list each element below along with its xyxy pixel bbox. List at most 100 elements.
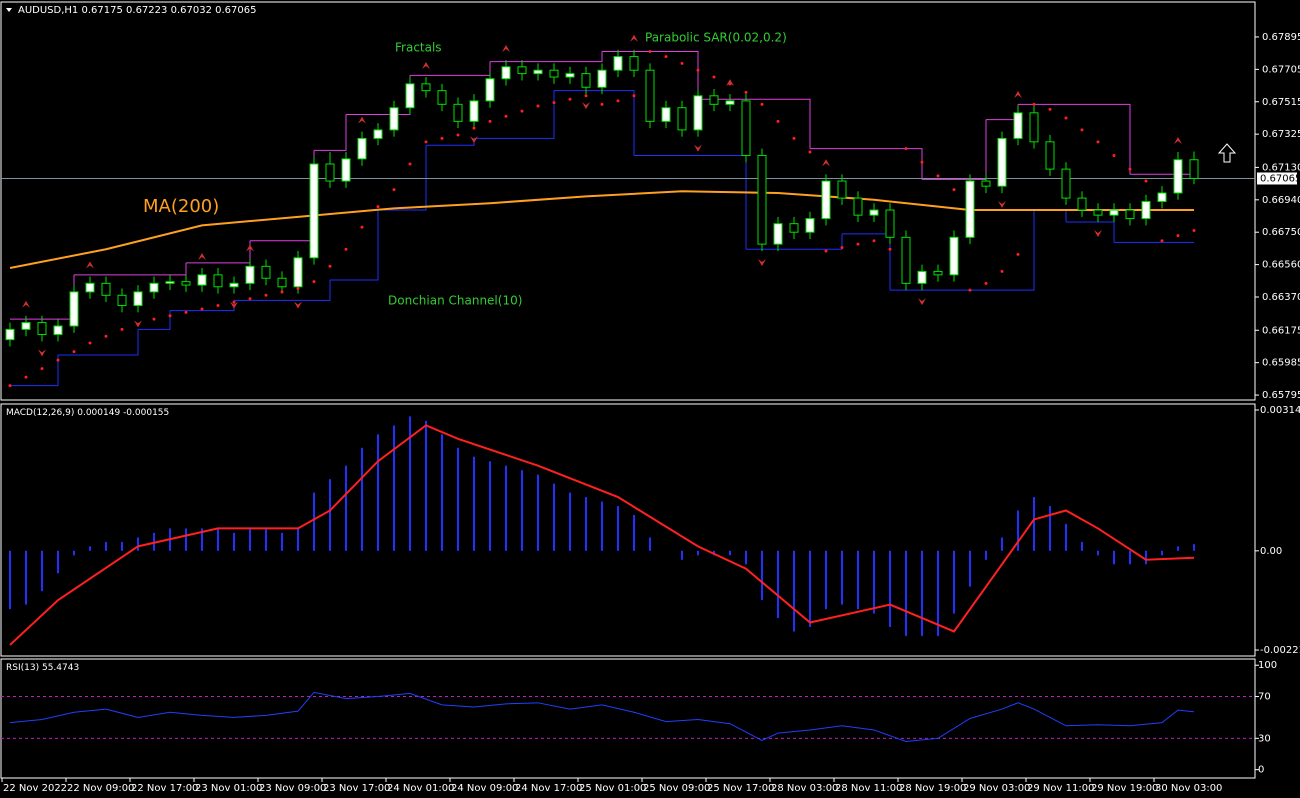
sar-dot [200,307,204,311]
donchian-upper [10,274,75,320]
candle-body [245,265,255,284]
y-tick-label: 0.66940 [1262,195,1300,206]
macd-header: MACD(12,26,9) 0.000149 -0.000155 [6,408,169,418]
candle-body [373,129,383,139]
candle-body [453,103,463,122]
sar-dot [1192,229,1196,233]
candle-body [261,265,271,279]
fractal-down [230,301,238,309]
candle-body [965,180,975,238]
sar-dot [1128,167,1132,171]
sar-dot [1080,128,1084,132]
candle-body [789,223,799,233]
buy-arrow [1217,143,1237,163]
macd-title: MACD(12,26,9) [6,408,74,418]
fractal-down [918,298,926,306]
candle-body [917,270,927,284]
sar-dot [536,104,540,108]
sar-dot [1112,153,1116,157]
sar-dot [968,288,972,292]
candle-body [437,90,447,105]
sar-dot [552,101,556,105]
candle-body [933,270,943,276]
donchian-label: Donchian Channel(10) [388,294,522,308]
x-tick-label: 23 Nov 01:00 [195,783,262,794]
candle-body [133,291,143,307]
candle-body [949,236,959,276]
y-tick-label: 0.66370 [1262,292,1300,303]
candle-body [645,69,655,122]
candle-body [741,100,751,156]
fractal-up [630,34,638,42]
sar-dot [792,136,796,140]
sar-dot [776,119,780,123]
sar-dot [344,247,348,251]
sar-dot [392,188,396,192]
sar-dot [504,114,508,118]
sar-dot [936,174,940,178]
y-tick-label: 0.66175 [1262,325,1300,336]
sar-dot [888,247,892,251]
candle-body [357,137,367,160]
candle-body [805,218,815,233]
sar-dot [1144,179,1148,183]
candle-body [293,257,303,288]
sar-dot [216,304,220,308]
candle-body [517,66,527,75]
y-tick-label: 0.003144 [1260,405,1300,416]
sar-dot [616,99,620,103]
donchian-lower [474,90,555,139]
x-tick-label: 29 Nov 19:00 [1091,783,1158,794]
x-tick-label: 30 Nov 03:00 [1155,783,1222,794]
rsi-panel [0,658,1256,779]
sar-dot [1064,116,1068,120]
fractal-down [694,144,702,152]
candle-body [885,209,895,238]
price-tag-label: 0.67065 [1260,173,1300,184]
sar-dot [488,119,492,123]
donchian-lower [1034,209,1067,222]
x-tick-label: 23 Nov 17:00 [323,783,390,794]
candle-body [757,154,767,245]
donchian-upper [922,119,987,180]
donchian-lower [10,354,59,387]
donchian-lower [378,145,427,211]
y-tick-label: 0.66750 [1262,227,1300,238]
candle-body [709,95,719,105]
sar-dot [328,264,332,268]
sar-dot [312,280,316,284]
sar-dot [104,334,108,338]
sar-dot [88,341,92,345]
y-tick-label: 0.67895 [1262,32,1300,43]
candle-body [341,158,351,182]
sar-dot [584,94,588,98]
sar-dot [648,49,652,53]
sar-dot [632,94,636,98]
sar-dot [808,150,812,154]
sar-dot [952,188,956,192]
candle-body [581,73,591,88]
candle-body [901,236,911,284]
candle-body [1029,112,1039,143]
candle-body [981,180,991,187]
candle-body [181,281,191,286]
candle-body [997,137,1007,187]
fractal-up [726,79,734,87]
ma-line [9,190,1194,269]
sar-dot [376,205,380,209]
candle-body [85,282,95,293]
candle-body [693,95,703,131]
fractal-up [86,261,94,269]
sar-dot [232,300,236,304]
ma-label: MA(200) [143,196,219,217]
sar-dot [440,136,444,140]
main-panel [0,1,1256,401]
x-tick-label: 25 Nov 09:00 [643,783,710,794]
candle-body [773,223,783,245]
candle-body [725,100,735,105]
menu-arrow[interactable] [6,8,12,12]
sar-dot [248,297,252,301]
sar-dot [1176,234,1180,238]
donchian-upper [810,148,923,180]
donchian-upper [490,51,603,63]
